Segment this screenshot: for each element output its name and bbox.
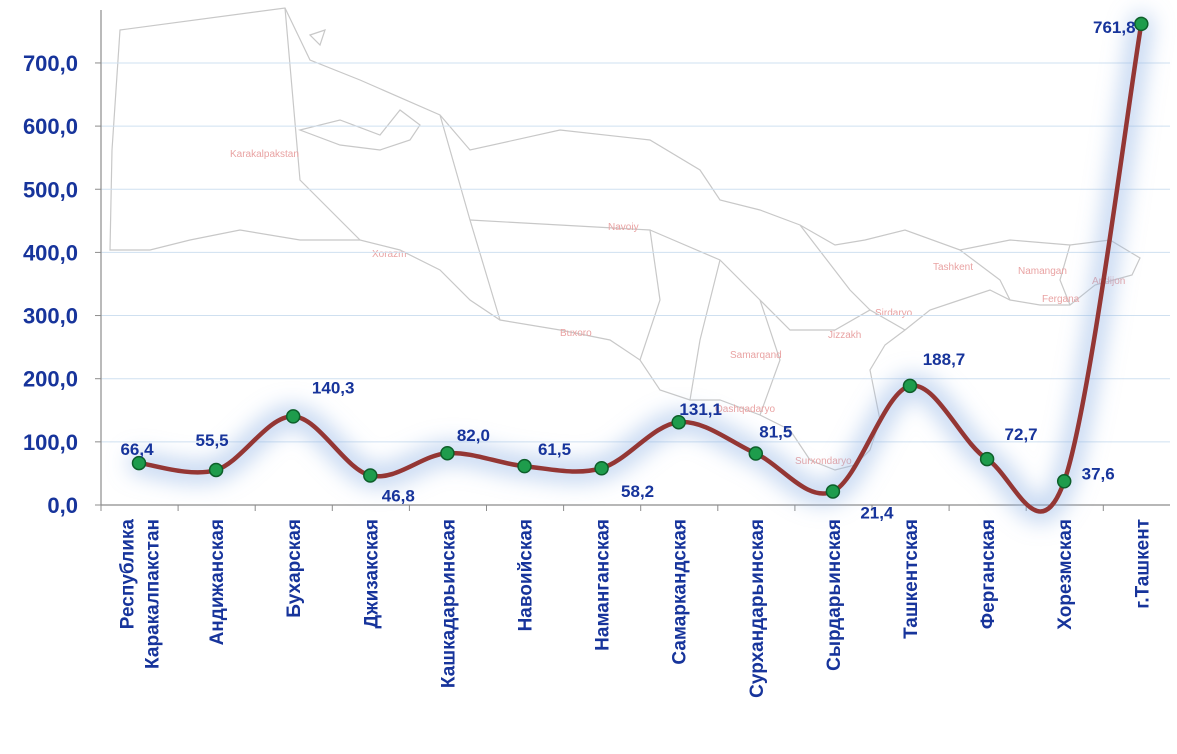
x-tick-label: Сурхандарьинская bbox=[747, 519, 768, 698]
x-tick-label: Ферганская bbox=[978, 519, 999, 629]
data-label: 61,5 bbox=[538, 440, 571, 459]
data-point bbox=[671, 414, 686, 430]
x-tick-label: Андижанская bbox=[207, 519, 228, 645]
data-label: 72,7 bbox=[1005, 425, 1038, 444]
x-tick-text: Навоийская bbox=[516, 519, 537, 631]
axes bbox=[100, 10, 1170, 511]
data-label: 761,8 bbox=[1093, 18, 1136, 37]
x-tick-text: Самаркандская bbox=[670, 519, 691, 665]
series-glow bbox=[128, 12, 1153, 523]
data-point bbox=[517, 458, 532, 474]
y-axis-ticks: 0,0 100,0 200,0 300,0 400,0 500,0 600,0 700,0 bbox=[23, 51, 101, 518]
data-label: 131,1 bbox=[679, 400, 722, 419]
map-label-fergana: Fergana bbox=[1042, 294, 1080, 305]
data-label: 188,7 bbox=[923, 350, 966, 369]
data-labels: 66,4 55,5 140,3 46,8 82,0 61,5 58,2 131,1 81,5 21… bbox=[120, 18, 1135, 523]
map-label-buxoro: Buxoro bbox=[560, 328, 592, 339]
series-line bbox=[136, 21, 1144, 514]
data-point bbox=[440, 445, 455, 461]
x-tick-label: г.Ташкент bbox=[1132, 519, 1153, 609]
map-label-surxondaryo: Surxondaryo bbox=[795, 456, 852, 467]
map-label-karakalpakstan: Karakalpakstan bbox=[230, 149, 299, 160]
x-tick-text: Республика bbox=[118, 519, 139, 630]
map-label-xorazm: Xorazm bbox=[372, 249, 406, 260]
map-label-navoiy: Navoiy bbox=[608, 222, 639, 233]
data-label: 46,8 bbox=[382, 486, 415, 505]
map-label-namangan: Namangan bbox=[1018, 266, 1067, 277]
data-label: 140,3 bbox=[312, 378, 355, 397]
data-point bbox=[902, 378, 918, 394]
x-tick-label: Наманганская bbox=[593, 519, 614, 651]
data-point bbox=[285, 409, 301, 424]
map-label-sirdaryo: Sirdaryo bbox=[875, 308, 913, 319]
data-markers bbox=[131, 16, 1149, 499]
data-label: 21,4 bbox=[860, 503, 894, 522]
data-point bbox=[594, 460, 609, 476]
background-map: Karakalpakstan Xorazm Navoiy Buxoro Sama… bbox=[109, 7, 1141, 471]
x-tick-text: Кашкадарьинская bbox=[438, 519, 459, 688]
x-tick-label: Ташкентская bbox=[901, 519, 922, 639]
data-series bbox=[136, 21, 1144, 514]
gridlines bbox=[101, 62, 1170, 443]
x-tick-text: Каракалпакстан bbox=[143, 519, 164, 669]
x-tick-text: Наманганская bbox=[593, 519, 614, 651]
x-tick-label: Кашкадарьинская bbox=[438, 519, 459, 688]
data-point bbox=[208, 462, 224, 478]
data-label: 66,4 bbox=[120, 440, 154, 459]
x-tick-text: Бухарская bbox=[284, 519, 305, 618]
line-glow bbox=[128, 12, 1153, 523]
data-label: 81,5 bbox=[759, 423, 792, 442]
x-tick-text: Сурхандарьинская bbox=[747, 519, 768, 698]
map-label-tashkent: Tashkent bbox=[933, 262, 973, 273]
data-label: 82,0 bbox=[457, 426, 490, 445]
data-label: 37,6 bbox=[1082, 464, 1115, 483]
x-tick-text: Джизакская bbox=[361, 519, 382, 628]
data-point bbox=[131, 455, 147, 471]
x-tick-text: Хорезмская bbox=[1055, 519, 1076, 630]
x-axis-ticks: Республика Каракалпакстан Андижанская Бухар… bbox=[118, 519, 1154, 698]
data-point bbox=[748, 446, 764, 461]
map-label-jizzakh: Jizzakh bbox=[828, 330, 861, 341]
x-tick-label: Навоийская bbox=[516, 519, 537, 631]
data-label: 58,2 bbox=[621, 482, 654, 501]
x-tick-text: г.Ташкент bbox=[1132, 519, 1153, 609]
data-point bbox=[979, 451, 995, 467]
y-tick-label: 300,0 bbox=[23, 304, 78, 329]
x-tick-text: Андижанская bbox=[207, 519, 228, 645]
x-tick-label: Сырдарьинская bbox=[824, 519, 845, 671]
data-point bbox=[363, 468, 378, 483]
x-tick-text: Ферганская bbox=[978, 519, 999, 629]
data-point bbox=[1134, 16, 1149, 32]
x-tick-label: Бухарская bbox=[284, 519, 305, 618]
data-label: 55,5 bbox=[196, 431, 229, 450]
map-label-samarqand: Samarqand bbox=[730, 350, 782, 361]
x-tick-label: Джизакская bbox=[361, 519, 382, 628]
x-tick-label: Хорезмская bbox=[1055, 519, 1076, 630]
data-point bbox=[1056, 474, 1072, 489]
y-tick-label: 400,0 bbox=[23, 240, 78, 265]
y-tick-label: 600,0 bbox=[23, 114, 78, 139]
y-tick-label: 100,0 bbox=[23, 430, 78, 455]
y-tick-label: 500,0 bbox=[23, 177, 78, 202]
x-tick-label: Республика Каракалпакстан bbox=[118, 519, 164, 669]
y-tick-label: 700,0 bbox=[23, 51, 78, 76]
map-label-qashqadaryo: Qashqadaryo bbox=[715, 404, 775, 415]
x-tick-text: Ташкентская bbox=[901, 519, 922, 639]
x-tick-text: Сырдарьинская bbox=[824, 519, 845, 671]
x-tick-label: Самаркандская bbox=[670, 519, 691, 665]
y-tick-label: 0,0 bbox=[47, 493, 78, 518]
data-point bbox=[825, 484, 841, 499]
y-tick-label: 200,0 bbox=[23, 367, 78, 392]
